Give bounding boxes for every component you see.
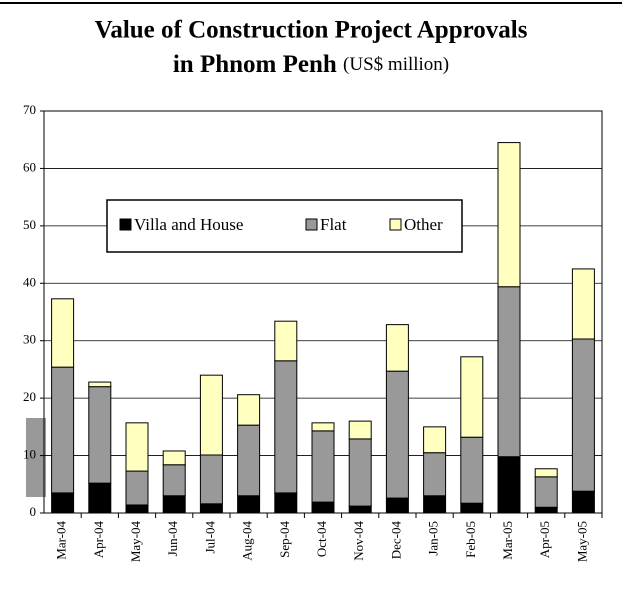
bar-segment bbox=[311, 430, 335, 503]
bar-segment bbox=[274, 320, 298, 362]
bar-segment bbox=[385, 370, 409, 499]
bar-segment bbox=[274, 360, 298, 494]
subtitle-bold: in Phnom Penh bbox=[173, 51, 337, 78]
y-tick-label: 20 bbox=[23, 389, 36, 404]
bar-segment bbox=[571, 490, 595, 514]
bar-segment bbox=[311, 422, 335, 432]
x-tick-label: May-04 bbox=[128, 521, 143, 563]
bar-segment bbox=[348, 438, 372, 507]
bar-segment bbox=[199, 503, 223, 514]
legend-label: Flat bbox=[320, 215, 347, 234]
chart-title: Value of Construction Project Approvals bbox=[95, 17, 528, 44]
x-tick-label: Mar-05 bbox=[500, 521, 515, 560]
x-tick-label: Mar-04 bbox=[54, 521, 69, 560]
bar-segment bbox=[423, 452, 447, 497]
bar-segment bbox=[460, 356, 484, 438]
bar-segment bbox=[385, 497, 409, 514]
x-tick-label: Feb-05 bbox=[463, 521, 478, 558]
bar-segment bbox=[88, 381, 112, 388]
bar-segment bbox=[51, 366, 75, 494]
bar-segment bbox=[348, 420, 372, 440]
bar-segment bbox=[497, 456, 521, 514]
y-tick-label: 30 bbox=[23, 332, 36, 347]
bar-segment bbox=[497, 286, 521, 458]
bar-segment bbox=[311, 501, 335, 514]
x-tick-label: Nov-04 bbox=[351, 521, 366, 561]
x-tick-label: Dec-04 bbox=[388, 521, 403, 560]
legend-swatch bbox=[305, 218, 318, 231]
bar-segment bbox=[571, 338, 595, 492]
legend-swatch bbox=[119, 218, 132, 231]
bar-segment bbox=[534, 476, 558, 508]
x-tick-label: Oct-04 bbox=[314, 521, 329, 558]
bar-segment bbox=[88, 386, 112, 484]
x-tick-label: Jul-04 bbox=[202, 521, 217, 554]
bar-segment bbox=[460, 436, 484, 504]
legend-box bbox=[106, 199, 463, 253]
bar-segment bbox=[237, 424, 261, 497]
x-tick-label: Apr-05 bbox=[537, 521, 552, 558]
bar-segment bbox=[497, 142, 521, 288]
bar-segment bbox=[534, 506, 558, 514]
bar-segment bbox=[125, 504, 149, 514]
legend-label: Villa and House bbox=[134, 215, 243, 234]
bar-segment bbox=[88, 482, 112, 514]
y-tick-label: 10 bbox=[23, 447, 36, 462]
bar-segment bbox=[423, 495, 447, 514]
bar-segment bbox=[348, 505, 372, 514]
legend-swatch bbox=[389, 218, 402, 231]
bar-segment bbox=[51, 298, 75, 368]
bar-segment bbox=[162, 495, 186, 514]
y-tick-label: 50 bbox=[23, 217, 36, 232]
bar-segment bbox=[385, 324, 409, 372]
x-tick-label: Apr-04 bbox=[91, 521, 106, 559]
bar-segment bbox=[460, 502, 484, 514]
bar-segment bbox=[237, 394, 261, 426]
x-tick-label: May-05 bbox=[574, 521, 589, 562]
bar-segment bbox=[274, 492, 298, 514]
y-tick-label: 0 bbox=[30, 504, 37, 519]
x-tick-label: Sep-04 bbox=[277, 521, 292, 558]
bar-segment bbox=[534, 468, 558, 478]
y-tick-label: 60 bbox=[23, 159, 36, 174]
y-tick-label: 40 bbox=[23, 274, 36, 289]
bar-segment bbox=[199, 374, 223, 456]
x-tick-label: Jan-05 bbox=[426, 521, 441, 556]
bar-segment bbox=[199, 454, 223, 505]
x-tick-label: Aug-04 bbox=[240, 521, 255, 561]
unit: (US$ million) bbox=[343, 54, 449, 75]
x-tick-label: Jun-04 bbox=[165, 521, 180, 557]
bar-segment bbox=[125, 422, 149, 472]
bar-segment bbox=[162, 450, 186, 466]
bar-segment bbox=[423, 426, 447, 454]
bar-segment bbox=[125, 470, 149, 506]
bar-segment bbox=[162, 464, 186, 497]
decoration bbox=[26, 418, 46, 497]
chart-subtitle: in Phnom Penh (US$ million) bbox=[173, 51, 449, 78]
bar-segment bbox=[571, 268, 595, 340]
bar-segment bbox=[237, 495, 261, 514]
bar-segment bbox=[51, 492, 75, 514]
legend-label: Other bbox=[404, 215, 443, 234]
y-tick-label: 70 bbox=[23, 102, 36, 117]
